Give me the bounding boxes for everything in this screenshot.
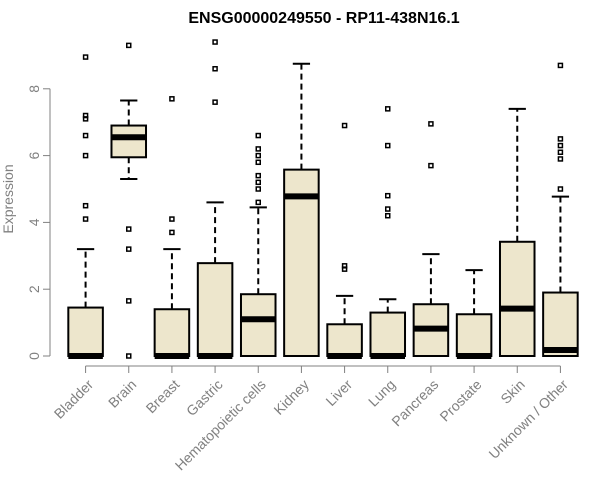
outlier-point <box>557 186 564 192</box>
outlier-point <box>385 212 391 219</box>
x-tick-label: Gastric <box>183 376 226 419</box>
outlier-point <box>255 152 261 159</box>
outlier-point <box>428 121 434 127</box>
boxes <box>67 39 579 359</box>
box-unknown-other <box>542 62 579 358</box>
box-prostate <box>455 269 493 359</box>
x-tick-label: Unknown / Other <box>485 376 571 462</box>
y-axis-label: Expression <box>0 164 16 233</box>
iqr-box <box>67 306 104 358</box>
outlier-point <box>385 192 391 199</box>
outlier-point <box>557 142 564 149</box>
outlier-point <box>82 132 89 139</box>
outlier-point <box>557 62 564 69</box>
x-tick-label: Skin <box>497 376 528 407</box>
x-tick-label: Brain <box>105 376 139 410</box>
iqr-box <box>110 124 148 159</box>
outlier-point <box>82 112 89 119</box>
x-tick-label: Kidney <box>270 376 312 418</box>
y-axis: 0 2 4 6 8 <box>26 85 51 360</box>
iqr-box <box>542 291 579 358</box>
outlier-point <box>385 206 391 212</box>
box-skin <box>498 107 536 357</box>
box-bladder <box>67 54 104 359</box>
x-tick-label: Prostate <box>436 376 484 424</box>
outlier-point <box>169 216 175 222</box>
box-brain <box>110 42 148 359</box>
outlier-point <box>255 132 261 139</box>
outlier-point <box>255 186 261 192</box>
iqr-box <box>498 240 536 357</box>
outlier-point <box>169 96 175 102</box>
iqr-box <box>283 168 320 357</box>
outlier-point <box>557 136 564 142</box>
x-tick-label: Liver <box>322 376 355 409</box>
outlier-point <box>341 122 348 129</box>
iqr-box <box>153 308 191 357</box>
outlier-point <box>557 149 564 156</box>
outlier-point <box>212 99 218 105</box>
outlier-point <box>126 246 132 252</box>
outlier-point <box>126 42 132 49</box>
outlier-point <box>385 106 391 112</box>
outlier-point <box>82 216 89 222</box>
box-breast <box>153 96 191 359</box>
y-tick-label: 6 <box>26 151 42 159</box>
outlier-point <box>82 202 89 209</box>
iqr-box <box>455 313 493 357</box>
iqr-box <box>326 323 363 357</box>
iqr-box <box>196 262 234 358</box>
y-tick-label: 4 <box>26 218 42 226</box>
box-kidney <box>283 62 320 357</box>
x-tick-label: Pancreas <box>388 376 441 429</box>
y-tick-label: 8 <box>26 85 42 93</box>
outlier-point <box>385 142 391 149</box>
x-tick-label: Breast <box>143 376 183 416</box>
chart-title: ENSG00000249550 - RP11-438N16.1 <box>188 10 459 27</box>
box-gastric <box>196 39 234 359</box>
outlier-point <box>126 353 132 359</box>
box-liver <box>326 122 363 359</box>
outlier-point <box>255 146 261 152</box>
x-tick-label: Bladder <box>51 376 97 422</box>
y-tick-label: 0 <box>26 352 42 360</box>
outlier-point <box>341 263 348 269</box>
outlier-point <box>428 162 434 169</box>
outlier-point <box>126 226 132 232</box>
box-hematopoietic-cells <box>239 132 277 357</box>
iqr-box <box>369 311 407 357</box>
box-pancreas <box>412 121 450 358</box>
outlier-point <box>212 66 218 72</box>
outlier-point <box>255 159 261 166</box>
x-tick-label: Lung <box>365 376 398 409</box>
outlier-point <box>557 156 564 162</box>
outlier-point <box>255 179 261 186</box>
outlier-point <box>126 298 132 304</box>
iqr-box <box>239 293 277 357</box>
outlier-point <box>82 152 89 159</box>
outlier-point <box>82 54 89 60</box>
outlier-point <box>255 199 261 206</box>
outlier-point <box>212 39 218 45</box>
outlier-point <box>255 172 261 179</box>
outlier-point <box>169 229 175 236</box>
y-tick-label: 2 <box>26 285 42 293</box>
box-lung <box>369 106 407 359</box>
